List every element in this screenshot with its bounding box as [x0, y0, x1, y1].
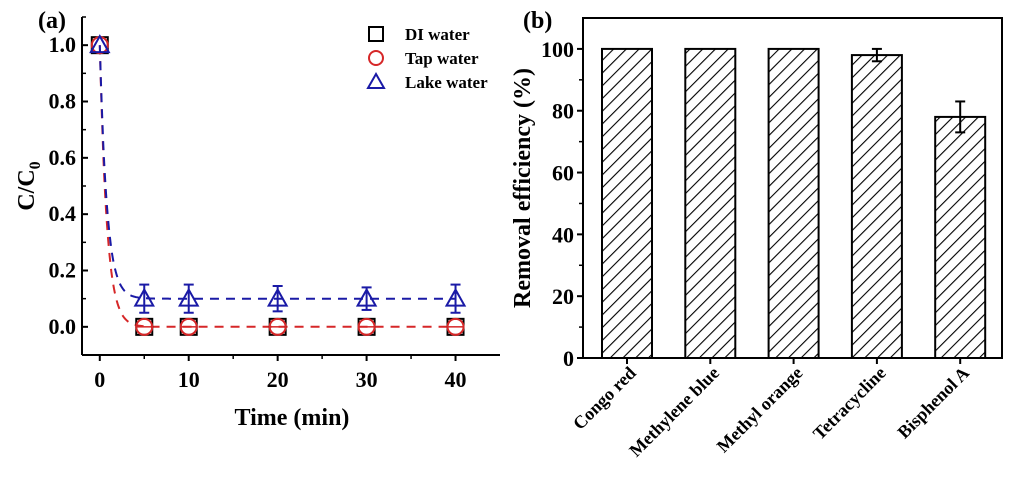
x-tick-label-b: Methyl orange [713, 363, 807, 457]
panel-label-b: (b) [523, 8, 552, 34]
y-tick-label-b: 100 [541, 37, 574, 62]
bar-tetracycline [850, 54, 903, 359]
y-axis-title-a: C/C0 [14, 161, 44, 210]
y-tick-label-b: 0 [563, 346, 574, 371]
y-tick-label-a: 0.8 [49, 89, 77, 114]
legend-label: Tap water [405, 49, 479, 68]
x-tick-label-b: Congo red [569, 363, 640, 434]
x-axis-title-a: Time (min) [235, 405, 350, 431]
bar-methylene-blue [684, 47, 737, 360]
x-tick-label-a: 40 [445, 367, 467, 392]
legend-marker [366, 71, 386, 89]
legend-marker [368, 50, 384, 66]
data-point-lake-water [178, 287, 200, 307]
x-tick-label-b: Tetracycline [809, 363, 890, 444]
y-axis-title-sub: 0 [27, 161, 44, 169]
data-point-tap-water [179, 317, 198, 336]
y-tick-label-a: 0.0 [49, 314, 77, 339]
fit-curve-tap-water [98, 45, 455, 328]
panel-label-a: (a) [38, 8, 66, 34]
y-tick-label-b: 40 [552, 222, 574, 247]
legend-label: Lake water [405, 73, 488, 92]
data-point-lake-water [355, 287, 378, 307]
data-point-tap-water [446, 317, 465, 336]
y-axis-title-b: Removal efficiency (%) [510, 68, 536, 308]
x-tick-label-a: 30 [356, 367, 378, 392]
legend-marker [368, 26, 384, 42]
x-tick-label-b: Methylene blue [625, 363, 723, 461]
data-point-lake-water [133, 287, 155, 307]
y-tick-label-b: 20 [552, 284, 574, 309]
legend-label: DI water [405, 25, 470, 44]
data-point-lake-water [444, 287, 467, 307]
x-tick-label-a: 0 [94, 367, 105, 392]
panel-b: (b) Removal efficiency (%) 0 20 40 60 80 100 C… [510, 8, 1003, 461]
y-tick-label-a: 0.2 [49, 258, 77, 283]
fit-curve-lake-water [98, 45, 455, 300]
y-tick-label-b: 80 [552, 99, 574, 124]
bar-congo-red [601, 47, 653, 360]
y-axis-title-main: C/C [14, 169, 40, 210]
data-point-lake-water [266, 287, 289, 307]
x-tick-label-b: Bisphenol A [893, 363, 973, 443]
y-tick-label-b: 60 [552, 161, 574, 186]
data-point-lake-water [89, 34, 111, 54]
bar-bisphenol-a [934, 115, 987, 359]
x-tick-label-a: 10 [178, 367, 200, 392]
y-tick-label-a: 1.0 [49, 32, 77, 57]
bar-methyl-orange [767, 47, 820, 360]
panel-a: (a) Time (min) C/C0 0.00.20.40.60.81.00 1… [14, 8, 500, 431]
x-tick-label-a: 20 [267, 367, 289, 392]
y-tick-label-a: 0.4 [49, 201, 77, 226]
data-point-tap-water [135, 317, 154, 336]
data-point-tap-water [268, 317, 287, 336]
y-tick-label-a: 0.6 [49, 145, 77, 170]
data-point-tap-water [357, 317, 376, 336]
